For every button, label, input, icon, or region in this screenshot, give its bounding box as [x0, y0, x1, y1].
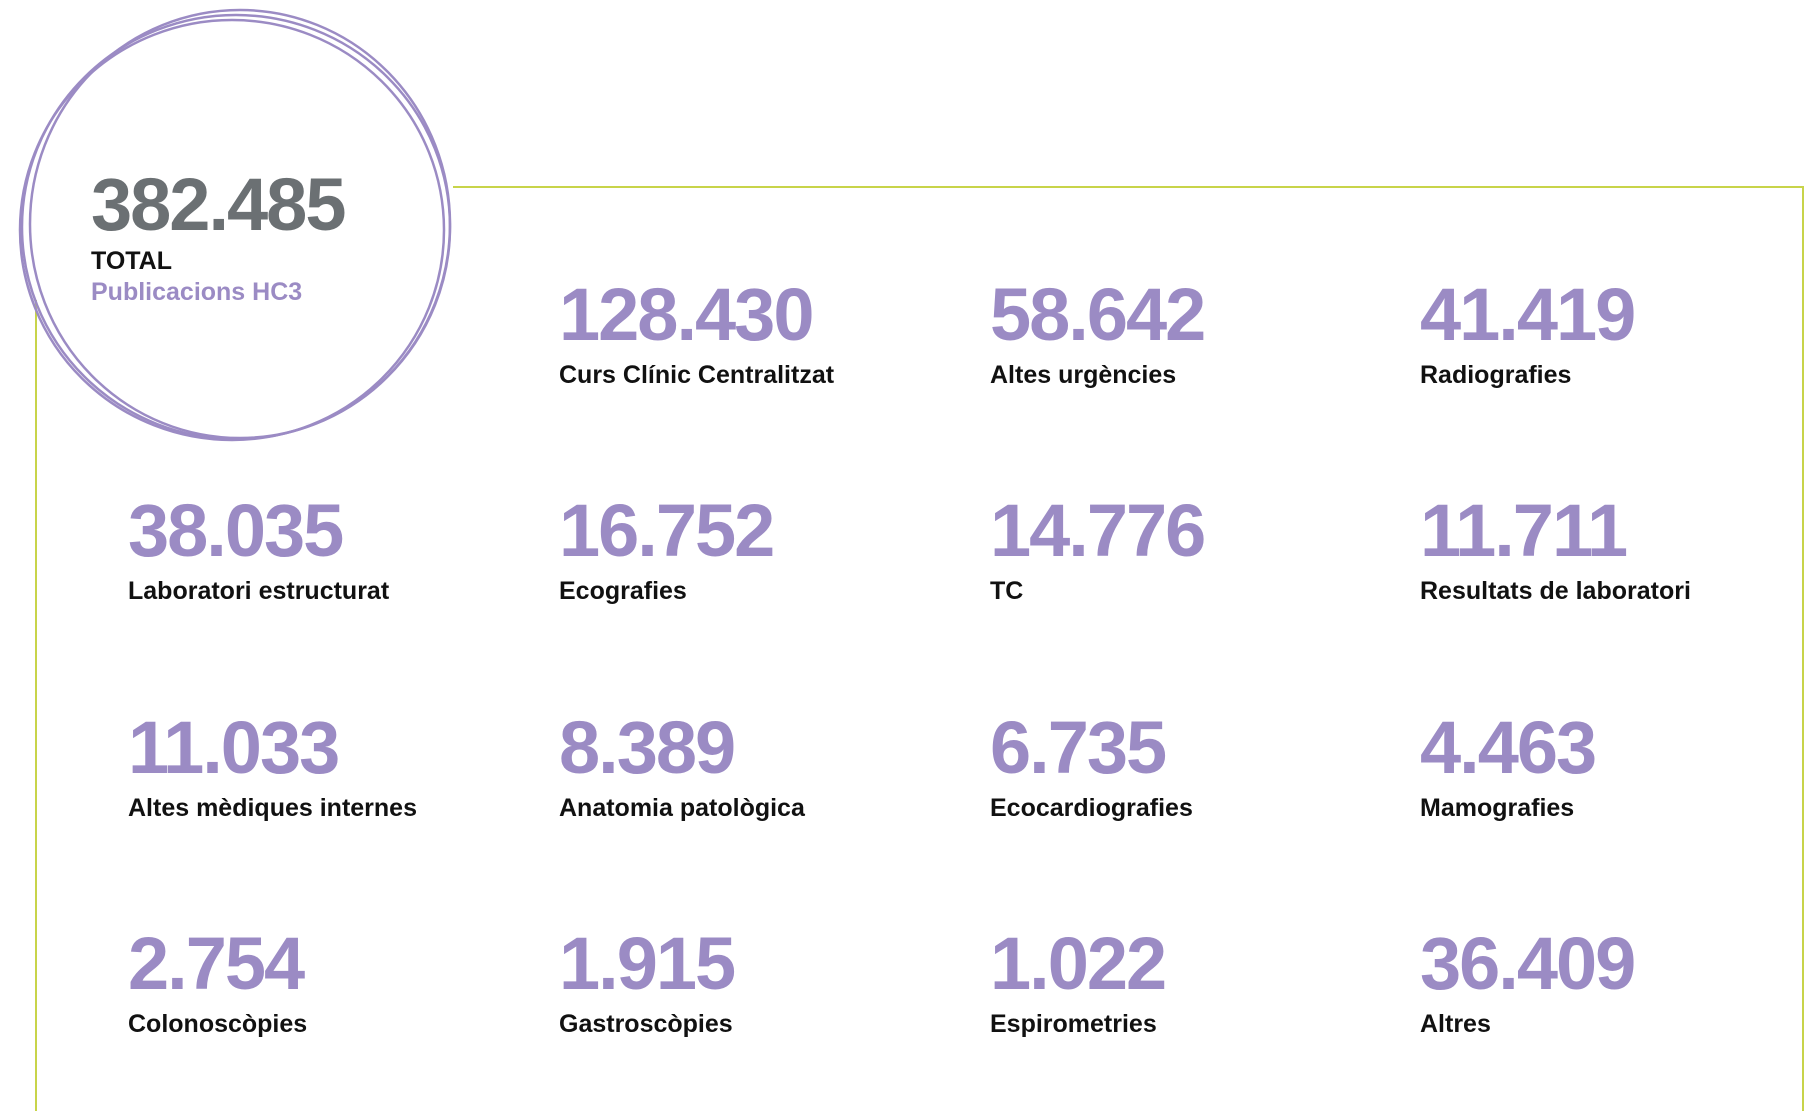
ring	[28, 8, 452, 440]
total-value: 382.485	[91, 163, 346, 246]
stat-label: Curs Clínic Centralitzat	[559, 361, 835, 389]
stat-label: TC	[990, 577, 1024, 605]
stat-value: 1.022	[990, 922, 1167, 1005]
stat-value: 58.642	[990, 273, 1206, 356]
stat-label: Gastroscòpies	[559, 1010, 733, 1038]
stat-label: Laboratori estructurat	[128, 577, 390, 605]
stat-value: 1.915	[559, 922, 736, 1005]
stat-value: 38.035	[128, 489, 344, 572]
stat-label: Altes mèdiques internes	[128, 794, 417, 822]
stat-value: 8.389	[559, 706, 736, 789]
stat-value: 36.409	[1420, 922, 1636, 1005]
stat-label: Espirometries	[990, 1010, 1157, 1038]
stat-value: 11.711	[1420, 489, 1628, 572]
frame	[35, 186, 1804, 1111]
stat-label: Altres	[1420, 1010, 1491, 1038]
stat-value: 2.754	[128, 922, 305, 1005]
stat-value: 128.430	[559, 273, 814, 356]
stat-label: Mamografies	[1420, 794, 1575, 822]
stat-label: Resultats de laboratori	[1420, 577, 1691, 605]
stat-value: 14.776	[990, 489, 1206, 572]
total-sublabel: Publicacions HC3	[91, 278, 303, 306]
ring	[18, 18, 446, 442]
stat-value: 4.463	[1420, 706, 1597, 789]
stat-value: 6.735	[990, 706, 1167, 789]
stat-label: Colonoscòpies	[128, 1010, 308, 1038]
stat-value: 41.419	[1420, 273, 1636, 356]
total-label: TOTAL	[91, 247, 173, 275]
stat-label: Anatomia patològica	[559, 794, 805, 822]
stat-value: 11.033	[128, 706, 340, 789]
stat-label: Radiografies	[1420, 361, 1572, 389]
stat-value: 16.752	[559, 489, 775, 572]
stat-label: Ecocardiografies	[990, 794, 1193, 822]
stat-label: Ecografies	[559, 577, 687, 605]
stat-label: Altes urgències	[990, 361, 1177, 389]
